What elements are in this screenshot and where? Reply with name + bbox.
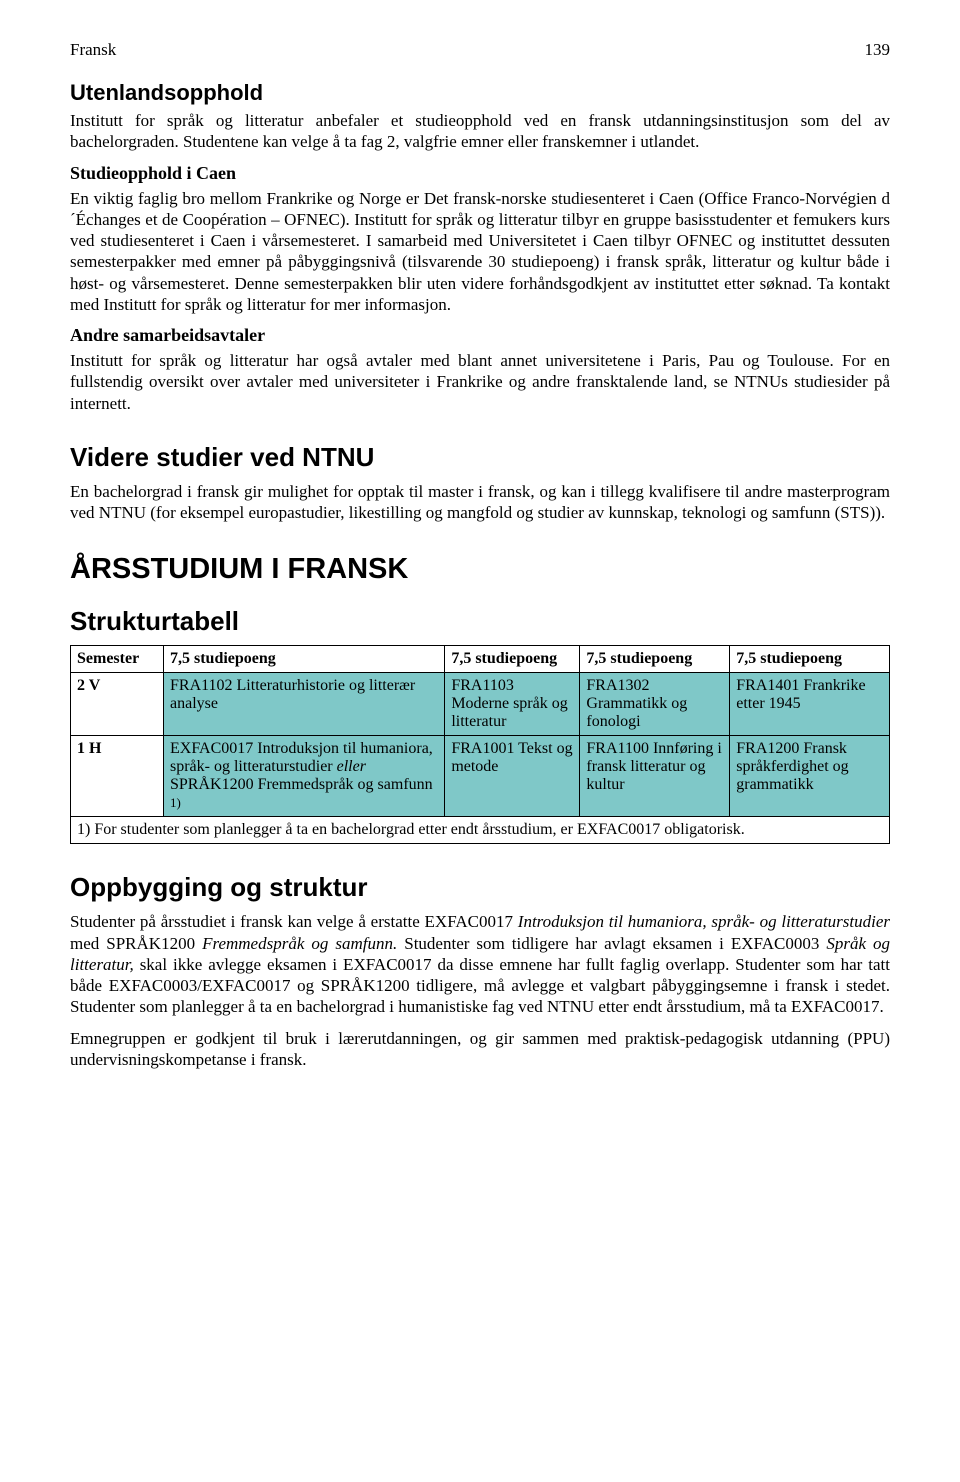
strukturtabell: Semester 7,5 studiepoeng 7,5 studiepoeng… xyxy=(70,645,890,844)
text: Studenter som tidligere har avlagt eksam… xyxy=(397,934,826,953)
col-sp-3: 7,5 studiepoeng xyxy=(580,646,730,673)
paragraph-oppbygging-1: Studenter på årsstudiet i fransk kan vel… xyxy=(70,911,890,1017)
cell-semester-1h: 1 H xyxy=(71,736,164,817)
cell-course: EXFAC0017 Introduksjon til humaniora, sp… xyxy=(164,736,445,817)
heading-oppbygging: Oppbygging og struktur xyxy=(70,872,890,903)
course-text: EXFAC0017 Introduksjon til humaniora, sp… xyxy=(170,740,433,811)
header-page-number: 139 xyxy=(865,40,891,60)
paragraph-oppbygging-2: Emnegruppen er godkjent til bruk i lærer… xyxy=(70,1028,890,1071)
cell-course: FRA1401 Frankrike etter 1945 xyxy=(730,673,890,736)
col-sp-4: 7,5 studiepoeng xyxy=(730,646,890,673)
table-header-row: Semester 7,5 studiepoeng 7,5 studiepoeng… xyxy=(71,646,890,673)
col-semester: Semester xyxy=(71,646,164,673)
heading-videre-studier: Videre studier ved NTNU xyxy=(70,442,890,473)
text-italic: Fremmedspråk og samfunn. xyxy=(202,934,397,953)
cell-course: FRA1103 Moderne språk og litteratur xyxy=(445,673,580,736)
header-subject: Fransk xyxy=(70,40,116,60)
text-italic: Introduksjon til humaniora, språk- og li… xyxy=(518,912,890,931)
table-row: 1 H EXFAC0017 Introduksjon til humaniora… xyxy=(71,736,890,817)
cell-course: FRA1200 Fransk språkferdighet og grammat… xyxy=(730,736,890,817)
paragraph-caen: En viktig faglig bro mellom Frankrike og… xyxy=(70,188,890,316)
heading-andre-avtaler: Andre samarbeidsavtaler xyxy=(70,325,890,346)
table-footnote-row: 1) For studenter som planlegger å ta en … xyxy=(71,817,890,844)
page-header: Fransk 139 xyxy=(70,40,890,60)
paragraph-videre-studier: En bachelorgrad i fransk gir mulighet fo… xyxy=(70,481,890,524)
table-footnote: 1) For studenter som planlegger å ta en … xyxy=(71,817,890,844)
heading-caen: Studieopphold i Caen xyxy=(70,163,890,184)
heading-arsstudium: ÅRSSTUDIUM I FRANSK xyxy=(70,553,890,586)
heading-utenlandsopphold: Utenlandsopphold xyxy=(70,80,890,106)
table-row: 2 V FRA1102 Litteraturhistorie og litter… xyxy=(71,673,890,736)
cell-course: FRA1302 Grammatikk og fonologi xyxy=(580,673,730,736)
text: med SPRÅK1200 xyxy=(70,934,202,953)
heading-strukturtabell: Strukturtabell xyxy=(70,606,890,637)
col-sp-2: 7,5 studiepoeng xyxy=(445,646,580,673)
paragraph-andre-avtaler: Institutt for språk og litteratur har og… xyxy=(70,350,890,414)
cell-course: FRA1001 Tekst og metode xyxy=(445,736,580,817)
cell-course: FRA1100 Innføring i fransk litteratur og… xyxy=(580,736,730,817)
cell-semester-2v: 2 V xyxy=(71,673,164,736)
text: skal ikke avlegge eksamen i EXFAC0017 da… xyxy=(70,955,890,1017)
cell-course: FRA1102 Litteraturhistorie og litterær a… xyxy=(164,673,445,736)
col-sp-1: 7,5 studiepoeng xyxy=(164,646,445,673)
text: Studenter på årsstudiet i fransk kan vel… xyxy=(70,912,518,931)
paragraph-utenlandsopphold-intro: Institutt for språk og litteratur anbefa… xyxy=(70,110,890,153)
